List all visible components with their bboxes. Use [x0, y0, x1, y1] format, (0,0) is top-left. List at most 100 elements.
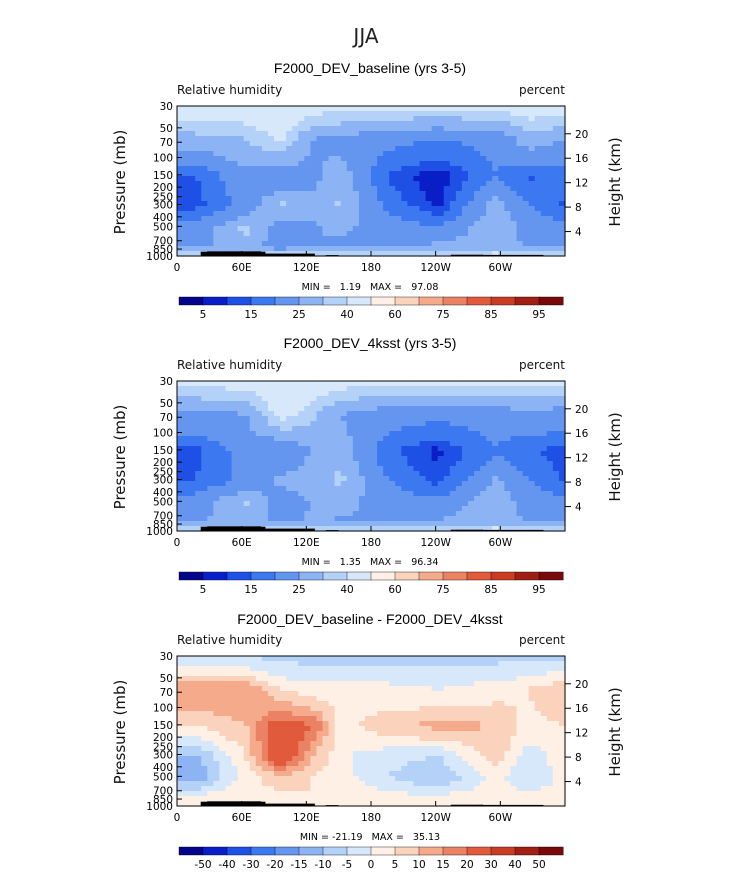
heatmap-cell — [407, 666, 415, 672]
heatmap-cell — [274, 496, 281, 502]
heatmap-cell — [425, 711, 433, 717]
heatmap-cell — [231, 696, 239, 702]
heatmap-cell — [298, 211, 305, 217]
heatmap-cell — [261, 426, 269, 432]
heatmap-cell — [558, 111, 566, 117]
heatmap-cell — [419, 421, 427, 427]
heatmap-cell — [522, 106, 530, 112]
heatmap-cell — [377, 516, 384, 522]
heatmap-cell — [292, 521, 299, 527]
heatmap-cell — [455, 471, 463, 477]
heatmap-cell — [546, 486, 554, 492]
heatmap-cell — [298, 106, 305, 112]
heatmap-cell — [558, 226, 566, 232]
heatmap-cell — [334, 156, 342, 162]
heatmap-cell — [546, 251, 554, 257]
heatmap-cell — [177, 726, 184, 732]
heatmap-cell — [352, 131, 360, 137]
heatmap-cell — [377, 231, 384, 237]
heatmap-cell — [177, 456, 184, 462]
heatmap-cell — [407, 166, 415, 172]
heatmap-cell — [419, 521, 427, 527]
heatmap-cell — [425, 466, 433, 472]
heatmap-cell — [498, 111, 505, 117]
heatmap-cell — [352, 706, 360, 712]
heatmap-cell — [195, 176, 202, 182]
heatmap-cell — [492, 441, 499, 447]
heatmap-cell — [195, 506, 202, 512]
heatmap-cell — [292, 421, 299, 427]
heatmap-cell — [419, 386, 427, 392]
heatmap-cell — [286, 706, 293, 712]
heatmap-cell — [352, 136, 360, 142]
heatmap-cell — [207, 176, 214, 182]
heatmap-cell — [389, 231, 396, 237]
heatmap-cell — [237, 401, 245, 407]
heatmap-cell — [177, 696, 184, 702]
heatmap-cell — [243, 466, 251, 472]
heatmap-cell — [534, 661, 542, 667]
heatmap-cell — [492, 676, 499, 682]
colorbar-label: 75 — [436, 584, 449, 596]
heatmap-cell — [371, 666, 378, 672]
heatmap-cell — [237, 246, 245, 252]
heatmap-cell — [328, 516, 336, 522]
heatmap-cell — [449, 176, 457, 182]
heatmap-cell — [437, 491, 445, 497]
heatmap-cell — [340, 681, 348, 687]
heatmap-cell — [346, 196, 354, 202]
heatmap-cell — [177, 681, 184, 687]
heatmap-cell — [183, 656, 190, 662]
heatmap-cell — [316, 471, 324, 477]
heatmap-cell — [383, 441, 390, 447]
heatmap-cell — [486, 516, 493, 522]
heatmap-cell — [195, 686, 202, 692]
heatmap-cell — [243, 496, 251, 502]
heatmap-cell — [455, 726, 463, 732]
heatmap-cell — [189, 411, 196, 417]
heatmap-cell — [231, 191, 239, 197]
heatmap-cell — [267, 441, 275, 447]
heatmap-cell — [461, 716, 469, 722]
heatmap-cell — [480, 116, 487, 122]
heatmap-cell — [437, 461, 445, 467]
heatmap-cell — [552, 506, 560, 512]
heatmap-cell — [371, 446, 378, 452]
heatmap-cell — [310, 391, 318, 397]
heatmap-cell — [177, 251, 184, 257]
heatmap-cell — [352, 466, 360, 472]
heatmap-cell — [231, 706, 239, 712]
heatmap-cell — [364, 116, 372, 122]
heatmap-cell — [237, 716, 245, 722]
heatmap-cell — [504, 401, 512, 407]
heatmap-cell — [316, 676, 324, 682]
heatmap-cell — [243, 476, 251, 482]
heatmap-cell — [486, 131, 493, 137]
heatmap-cell — [340, 131, 348, 137]
heatmap-cell — [455, 711, 463, 717]
heatmap-cell — [461, 506, 469, 512]
heatmap-cell — [346, 691, 354, 697]
heatmap-cell — [425, 401, 433, 407]
heatmap-cell — [286, 476, 293, 482]
heatmap-cell — [231, 221, 239, 227]
heatmap-cell — [492, 161, 499, 167]
heatmap-cell — [304, 241, 311, 247]
heatmap-cell — [407, 446, 415, 452]
heatmap-cell — [183, 461, 190, 467]
heatmap-cell — [267, 176, 275, 182]
heatmap-cell — [443, 161, 451, 167]
heatmap-cell — [389, 726, 396, 732]
heatmap-cell — [334, 391, 342, 397]
heatmap-cell — [201, 231, 208, 237]
heatmap-cell — [371, 181, 378, 187]
heatmap-cell — [528, 411, 536, 417]
heatmap-cell — [316, 161, 324, 167]
heatmap-cell — [213, 216, 221, 222]
heatmap-cell — [522, 661, 530, 667]
heatmap-cell — [443, 406, 451, 412]
heatmap-cell — [334, 116, 342, 122]
heatmap-cell — [437, 221, 445, 227]
heatmap-cell — [225, 231, 233, 237]
heatmap-cell — [461, 481, 469, 487]
